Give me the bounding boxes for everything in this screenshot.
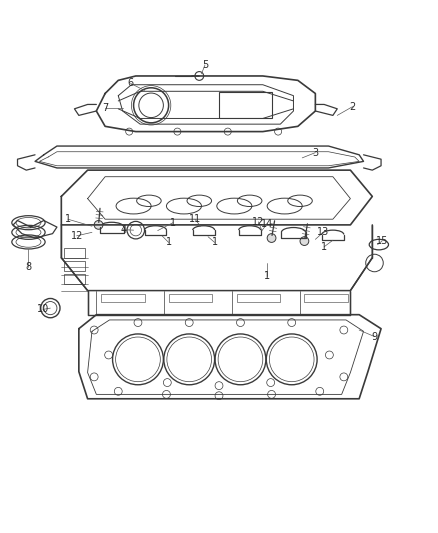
Text: 5: 5 xyxy=(202,60,208,70)
Text: 1: 1 xyxy=(166,237,172,247)
Bar xyxy=(101,294,145,302)
Text: 15: 15 xyxy=(376,236,388,246)
Text: 1: 1 xyxy=(264,271,270,281)
Text: 1: 1 xyxy=(170,217,176,228)
Text: 2: 2 xyxy=(350,102,356,111)
Bar xyxy=(219,92,272,118)
Text: 1: 1 xyxy=(212,237,218,247)
Text: 12: 12 xyxy=(252,217,265,227)
Circle shape xyxy=(94,221,103,229)
Bar xyxy=(237,294,280,302)
Text: 12: 12 xyxy=(71,231,83,241)
Bar xyxy=(169,294,212,302)
Text: 1: 1 xyxy=(65,214,71,224)
Bar xyxy=(64,274,85,284)
Text: 10: 10 xyxy=(37,304,49,314)
Text: 6: 6 xyxy=(127,78,134,88)
Text: 9: 9 xyxy=(371,332,378,342)
Circle shape xyxy=(267,233,276,243)
Text: 8: 8 xyxy=(25,262,32,272)
Text: 14: 14 xyxy=(261,219,273,229)
Text: 3: 3 xyxy=(312,148,318,158)
Text: 4: 4 xyxy=(120,225,127,235)
Bar xyxy=(64,248,85,258)
Bar xyxy=(304,294,348,302)
Bar xyxy=(64,261,85,271)
Text: 11: 11 xyxy=(189,214,201,224)
Text: 1: 1 xyxy=(321,242,327,252)
Circle shape xyxy=(300,237,309,246)
Text: 13: 13 xyxy=(317,228,329,237)
Text: 7: 7 xyxy=(102,103,108,113)
